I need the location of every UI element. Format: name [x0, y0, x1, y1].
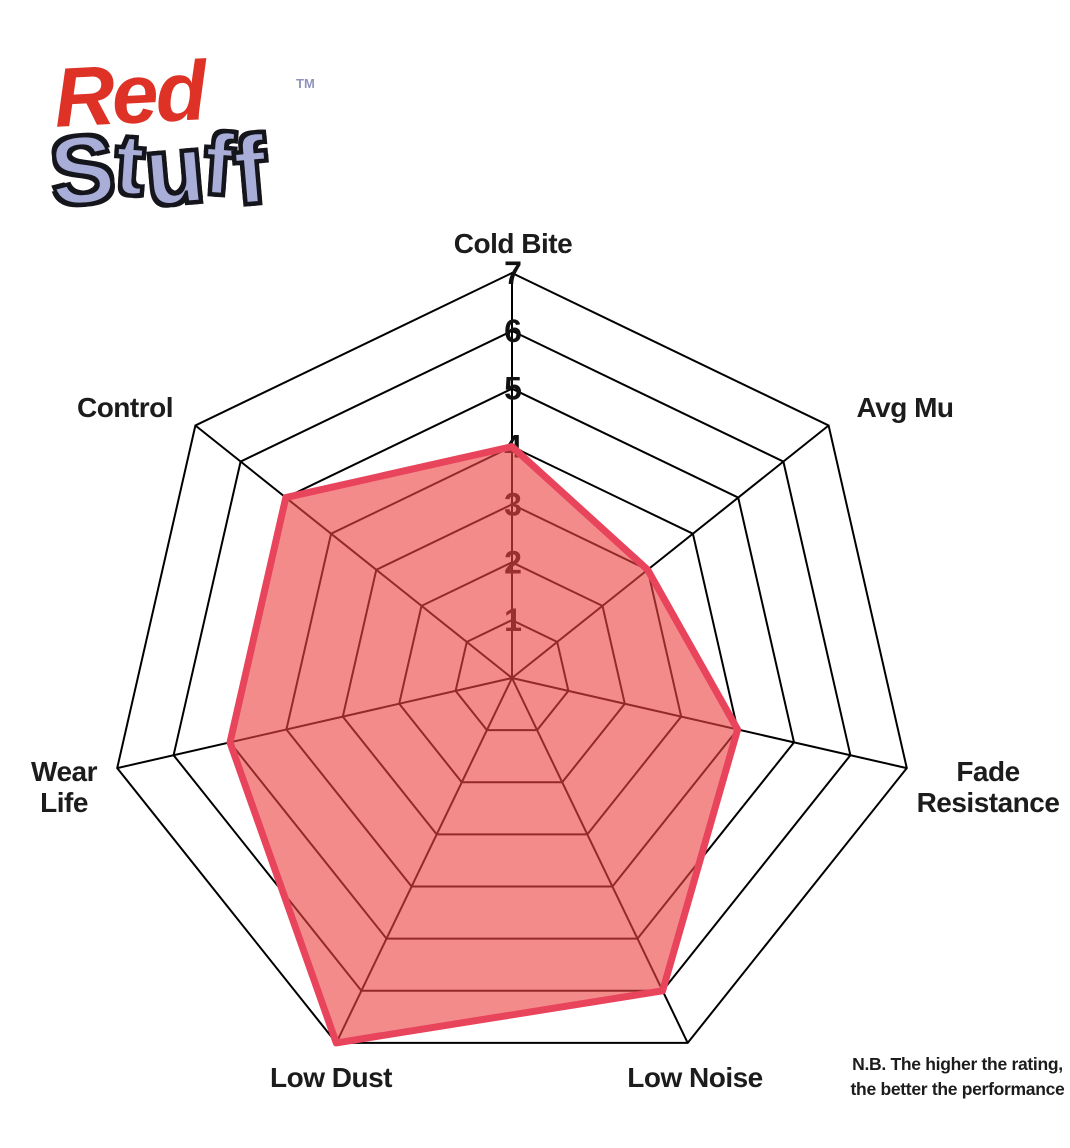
tick-label-7: 7	[504, 255, 522, 291]
axis-label-low-noise: Low Noise	[627, 1062, 763, 1093]
brand-stuff-letter: f	[228, 114, 273, 226]
performance-note-line2: the better the performance	[850, 1078, 1065, 1099]
brand-logo: Red TM Stuff	[44, 43, 328, 256]
brand-stuff-letter: S	[44, 113, 121, 228]
axis-label-cold-bite: Cold Bite	[453, 228, 573, 259]
tick-label-5: 5	[504, 371, 522, 407]
axis-label-fade-resistance: Fade Resistance	[916, 756, 1060, 819]
tick-label-6: 6	[504, 313, 522, 349]
brand-stuff-letter: u	[139, 113, 211, 228]
axis-label-control: Control	[76, 392, 174, 423]
performance-note: N.B. The higher the rating, the better t…	[840, 1052, 1070, 1101]
trademark-text: TM	[296, 76, 315, 91]
series-polygon	[226, 443, 742, 1047]
brand-stuff-text: Stuff	[44, 112, 273, 228]
axis-label-avg-mu: Avg Mu	[856, 392, 954, 423]
performance-note-line1: N.B. The higher the rating,	[852, 1054, 1063, 1074]
axis-label-low-dust: Low Dust	[270, 1062, 393, 1093]
axis-label-wear-life: Wear Life	[31, 756, 97, 819]
grid-ring-7	[116, 271, 908, 1044]
